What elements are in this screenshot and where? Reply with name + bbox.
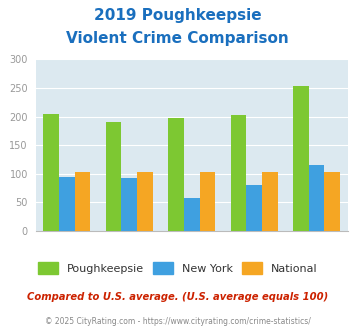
Text: © 2025 CityRating.com - https://www.cityrating.com/crime-statistics/: © 2025 CityRating.com - https://www.city… (45, 317, 310, 326)
Bar (262, 172, 278, 231)
Bar (59, 177, 75, 231)
Bar (121, 178, 137, 231)
Bar (106, 122, 121, 231)
Bar (293, 86, 309, 231)
Bar (324, 172, 340, 231)
Bar (137, 172, 153, 231)
Text: Violent Crime Comparison: Violent Crime Comparison (66, 31, 289, 46)
Bar (184, 198, 200, 231)
Bar (168, 118, 184, 231)
Bar (309, 165, 324, 231)
Text: 2019 Poughkeepsie: 2019 Poughkeepsie (94, 8, 261, 23)
Bar (200, 172, 215, 231)
Bar (75, 172, 90, 231)
Bar (246, 185, 262, 231)
Legend: Poughkeepsie, New York, National: Poughkeepsie, New York, National (33, 258, 322, 278)
Bar (231, 115, 246, 231)
Text: Compared to U.S. average. (U.S. average equals 100): Compared to U.S. average. (U.S. average … (27, 292, 328, 302)
Bar (43, 114, 59, 231)
